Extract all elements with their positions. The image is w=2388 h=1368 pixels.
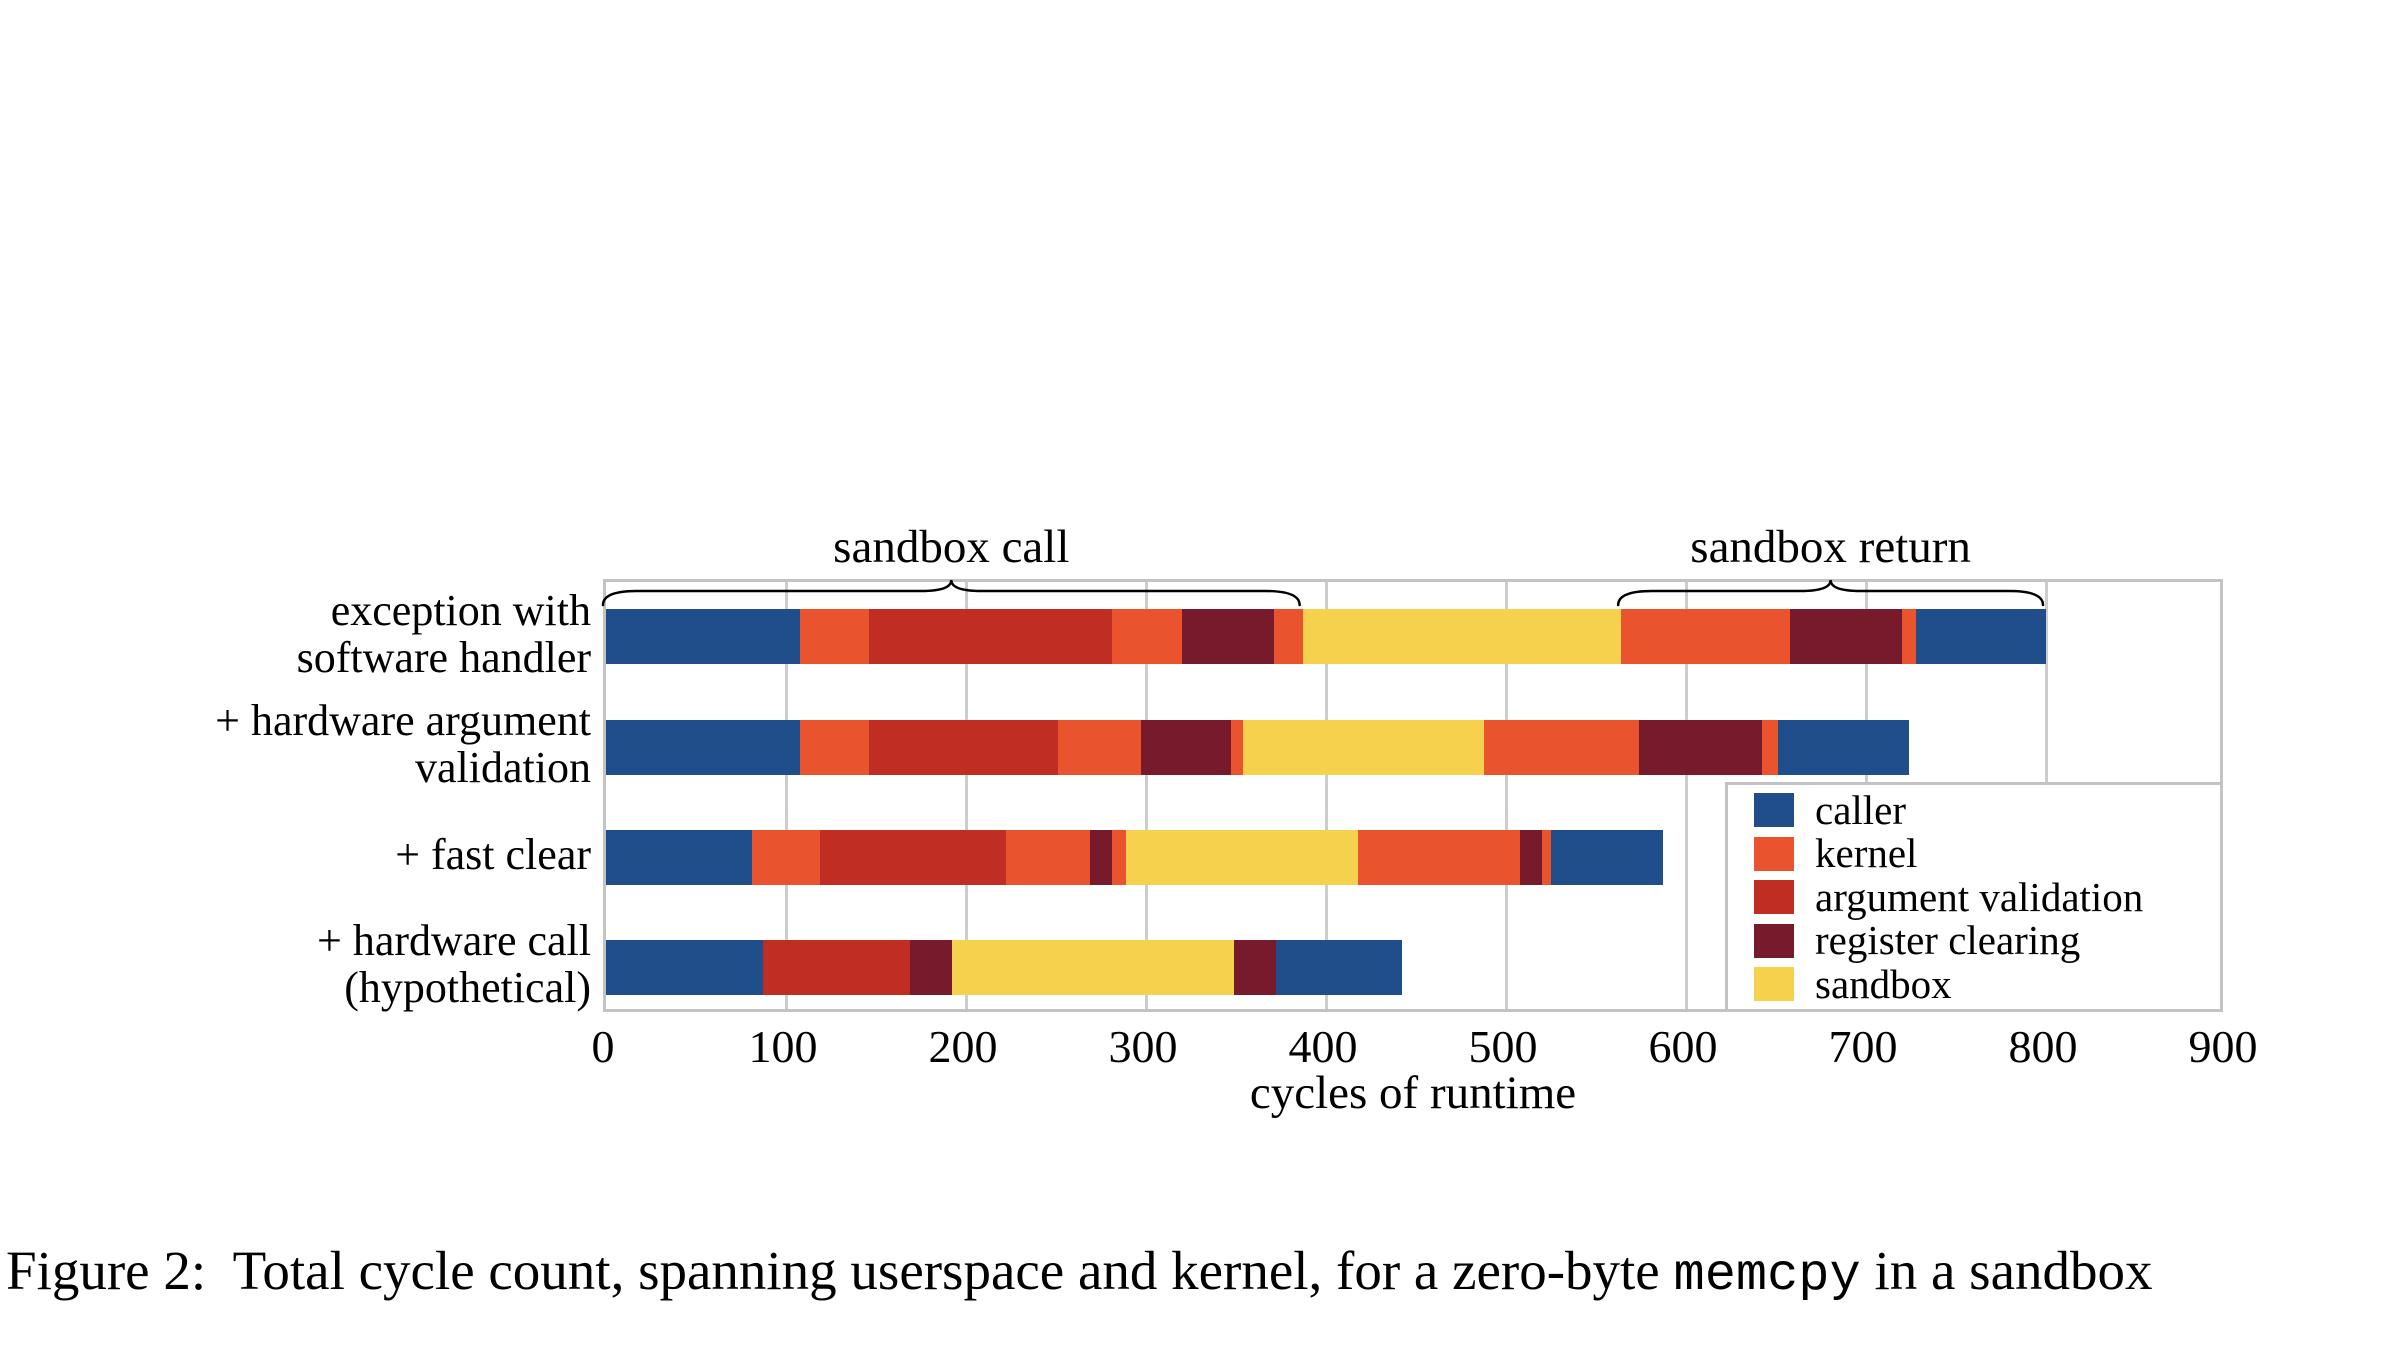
annotation-label: sandbox call [833,521,1070,573]
row-label: + hardware argument validation [215,697,591,791]
bar-segment-kernel [1230,719,1244,775]
bar-segment-kernel [1621,609,1791,664]
x-tick-label: 100 [748,1021,818,1072]
figure-caption: Figure 2: Total cycle count, spanning us… [6,1238,2384,1307]
gridline [964,582,968,1009]
caption-suffix: in a sandbox [1860,1240,2153,1301]
bar-segment-kernel [1761,719,1778,775]
bar-segment-caller [1275,939,1402,995]
row-label: exception with software handler [297,587,591,681]
bar-segment-argument_validation [868,719,1058,775]
legend-swatch-kernel [1754,836,1794,871]
row-label-line: software handler [296,632,591,682]
row-label-line: exception with [330,585,591,635]
bar-segment-kernel [1005,829,1091,885]
legend-label: argument validation [1815,873,2144,920]
legend-label: kernel [1815,830,1918,876]
bar-segment-register_clearing [1140,719,1231,775]
row-label-line: + fast clear [395,829,591,879]
bar-segment-caller [606,829,752,885]
bar-segment-sandbox [1302,609,1622,664]
legend-swatch-caller [1754,793,1794,827]
bar-segment-argument_validation [868,609,1112,664]
bar-segment-register_clearing [910,939,952,995]
x-tick-label: 300 [1108,1021,1178,1072]
x-tick-label: 800 [2008,1021,2078,1072]
bar-segment-register_clearing [1182,609,1274,664]
caption-prefix: Figure 2: [6,1240,207,1301]
legend-item-argument_validation: argument validation [1754,873,2220,920]
caption-code-memcpy: memcpy [1673,1246,1861,1305]
bar-segment-kernel [751,829,821,885]
bar-segment-kernel [1111,609,1182,664]
x-tick-label: 500 [1468,1021,1538,1072]
bar-segment-kernel [1542,829,1551,885]
legend-box: caller kernel argument validation register … [1725,782,2223,1012]
gridline [1324,582,1328,1009]
bar-segment-kernel [1273,609,1303,664]
caption-body: Total cycle count, spanning userspace an… [206,1240,1674,1301]
bar-segment-sandbox [1243,719,1485,775]
gridline [784,582,788,1009]
bar-segment-kernel [1484,719,1640,775]
legend-swatch-sandbox [1754,967,1794,1001]
bar-segment-kernel [1111,829,1127,885]
legend-item-caller: caller [1754,786,2220,833]
bar-segment-caller [1777,719,1910,775]
bar-segment-caller [1551,829,1663,885]
bar-segment-kernel [800,719,869,775]
bar-segment-kernel [800,609,869,664]
row-label: + hardware call (hypothetical) [317,917,591,1011]
legend-swatch-argument_validation [1754,880,1794,914]
row-label: + fast clear [395,831,591,878]
bar-segment-register_clearing [1639,719,1762,775]
bar-segment-register_clearing [1790,609,1902,664]
row-label-line: (hypothetical) [344,963,591,1012]
annotation-label: sandbox return [1690,521,1971,573]
bar-segment-register_clearing [1234,939,1276,995]
legend-swatch-register_clearing [1754,923,1794,958]
x-tick-label: 700 [1828,1021,1898,1072]
gridline [1684,582,1688,1009]
bar-segment-register_clearing [1090,829,1112,885]
legend-item-register_clearing: register clearing [1754,920,2220,961]
bar-segment-sandbox [1126,829,1359,885]
bar-segment-caller [606,609,801,664]
bar-segment-sandbox [951,939,1235,995]
bar-segment-caller [606,719,801,775]
bar-segment-argument_validation [820,829,1006,885]
x-tick-label: 900 [2188,1021,2258,1072]
bar-segment-caller [1916,609,2046,664]
plot-area [603,579,2223,1012]
x-tick-label: 200 [928,1021,998,1072]
x-tick-label: 0 [591,1021,615,1072]
row-label-line: validation [415,743,591,792]
gridline [1504,582,1508,1009]
bar-segment-kernel [1902,609,1917,664]
x-axis-title: cycles of runtime [1249,1067,1577,1119]
bar-segment-caller [606,939,763,995]
row-label-line: + hardware argument [215,696,591,745]
bar-segment-argument_validation [762,939,911,995]
legend-label: register clearing [1815,917,2081,963]
legend-label: sandbox [1815,960,1952,1007]
x-tick-label: 400 [1288,1021,1358,1072]
gridline [1144,582,1148,1009]
bar-segment-kernel [1057,719,1141,775]
bar-segment-register_clearing [1520,829,1542,885]
legend-item-kernel: kernel [1754,833,2220,874]
legend-label: caller [1815,786,1907,833]
bar-segment-kernel [1358,829,1521,885]
legend-item-sandbox: sandbox [1754,960,2220,1007]
x-tick-label: 600 [1648,1021,1718,1072]
row-label-line: + hardware call [317,916,591,965]
